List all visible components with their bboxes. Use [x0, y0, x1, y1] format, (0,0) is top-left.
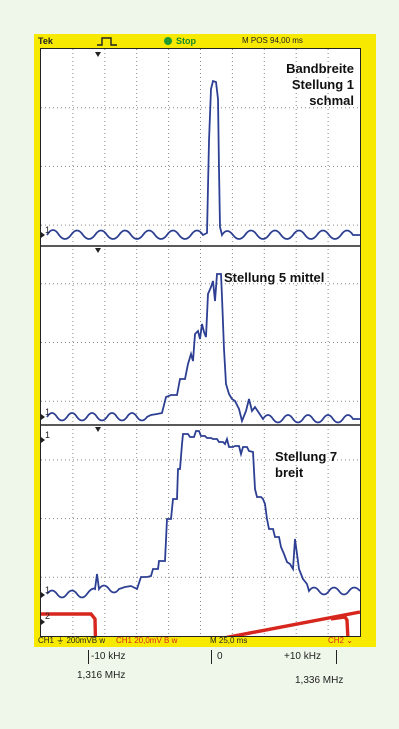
center-offset: 0 [217, 651, 223, 662]
label-wide: Stellung 7 breit [275, 449, 338, 480]
label-narrow: Bandbreite Stellung 1 schmal [286, 61, 354, 108]
trace-wide [46, 430, 360, 599]
frequency-ramp-right [330, 615, 350, 636]
right-tick [336, 650, 337, 664]
label-medium: Stellung 5 mittel [224, 270, 325, 285]
channel-level-markers [41, 232, 45, 625]
waveform-svg [41, 49, 360, 636]
oscilloscope-bezel: Tek Stop M POS 94,00 ms [34, 34, 376, 647]
left-offset: -10 kHz [91, 651, 126, 662]
ch1-marker-3: 1 [45, 430, 51, 440]
pulse-icon [97, 37, 117, 46]
timebase-readout: M 25,0 ms [210, 636, 248, 645]
ch1-marker-1: 1 [45, 225, 51, 235]
right-frequency: 1,336 MHz [295, 675, 344, 686]
ch2-marker: 2 [45, 611, 51, 621]
left-frequency: 1,316 MHz [77, 670, 126, 681]
center-tick [211, 650, 212, 664]
stop-indicator-icon [164, 37, 172, 45]
trace-narrow [46, 79, 360, 240]
trigger-markers [95, 52, 101, 432]
ch1-readout: CH1 ⏚ 200mVB w [38, 636, 106, 645]
left-tick [88, 650, 89, 664]
trace-medium [46, 273, 360, 424]
right-offset: +10 kHz [284, 651, 321, 662]
readout-bar: CH1 ⏚ 200mVB w CH1 20,0mV B w M 25,0 ms … [34, 634, 376, 647]
run-state: Stop [176, 36, 196, 46]
brand-label: Tek [38, 36, 53, 46]
horizontal-position: M POS 94,00 ms [242, 36, 303, 45]
graticule [41, 49, 360, 636]
math-readout: CH1 20,0mV B w [116, 636, 178, 645]
waveform-display: 1 1 1 1 2 Bandbreite Stellung 1 schmal S… [40, 48, 361, 637]
status-bar: Tek Stop M POS 94,00 ms [34, 34, 376, 48]
frequency-ramp [41, 610, 360, 636]
ch2-readout: CH2 ⌄ [328, 636, 353, 645]
ch1-marker-2: 1 [45, 407, 51, 417]
ch1-marker-4: 1 [45, 585, 51, 595]
